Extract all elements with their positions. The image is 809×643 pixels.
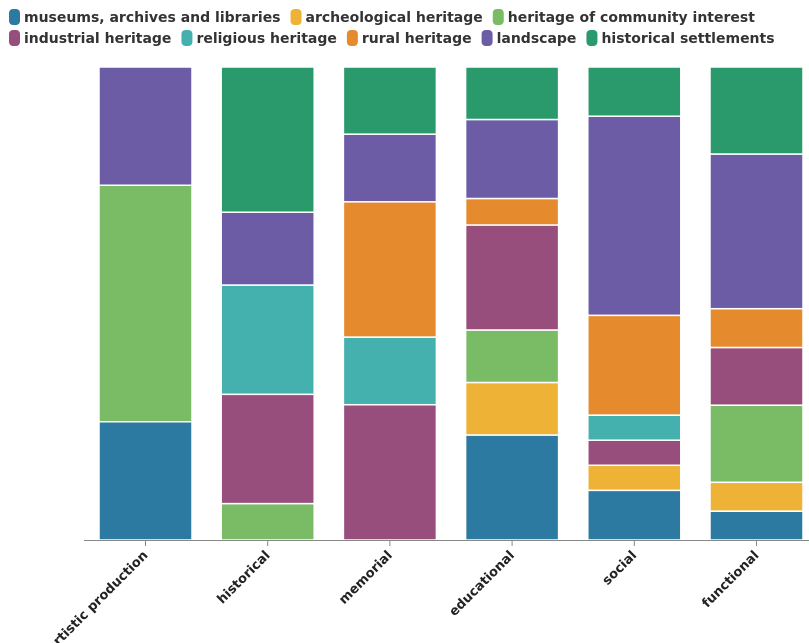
legend-item-landscape: landscape: [481, 30, 577, 47]
segment-memorial-religious-heritage: [342, 336, 438, 406]
legend-label: historical settlements: [601, 31, 774, 47]
segment-social-rural-heritage: [587, 314, 682, 416]
bar-memorial: [342, 66, 438, 541]
legend-swatch: [9, 9, 20, 25]
bars-area: [98, 66, 804, 541]
segment-social-religious-heritage: [587, 414, 682, 441]
segment-educational-archeological-heritage: [464, 381, 560, 436]
segment-historical-historical-settlements: [220, 66, 315, 213]
segment-functional-heritage-of-community-interest: [709, 404, 804, 484]
legend-label: industrial heritage: [24, 31, 171, 47]
x-tick-label-social: social: [600, 548, 640, 588]
segment-historical-industrial-heritage: [220, 393, 315, 505]
legend: museums, archives and libraries archeolog…: [9, 9, 775, 47]
segment-educational-industrial-heritage: [464, 224, 560, 331]
segment-educational-landscape: [464, 118, 560, 200]
x-tick-label-functional: functional: [699, 548, 762, 611]
segment-memorial-industrial-heritage: [342, 403, 438, 541]
legend-item-rural-heritage: rural heritage: [346, 30, 472, 47]
segment-functional-landscape: [709, 153, 804, 310]
segment-educational-rural-heritage: [464, 197, 560, 226]
legend-swatch: [290, 9, 302, 25]
x-tick-label-memorial: memorial: [336, 548, 395, 607]
segment-educational-historical-settlements: [464, 66, 560, 121]
legend-swatch: [492, 9, 504, 25]
legend-label: religious heritage: [196, 31, 336, 47]
legend-item-historical-settlements: historical settlements: [586, 30, 775, 47]
legend-label: landscape: [497, 31, 577, 47]
segment-social-industrial-heritage: [587, 439, 682, 467]
segment-functional-rural-heritage: [709, 307, 804, 349]
x-tick-label-educational: educational: [447, 548, 518, 619]
segment-artistic-production-museums-archives-and-libraries: [98, 421, 193, 541]
segment-artistic-production-heritage-of-community-interest: [98, 184, 193, 423]
segment-functional-museums-archives-and-libraries: [709, 510, 804, 541]
legend-item-heritage-of-community-interest: heritage of community interest: [492, 9, 755, 26]
legend-swatch: [586, 30, 598, 46]
segment-educational-museums-archives-and-libraries: [464, 434, 560, 541]
x-tick-label-historical: historical: [215, 548, 274, 607]
segment-social-historical-settlements: [587, 66, 682, 117]
segment-artistic-production-landscape: [98, 66, 193, 186]
legend-swatch: [181, 30, 193, 46]
legend-swatch: [481, 30, 493, 46]
segment-historical-landscape: [220, 211, 315, 286]
segment-memorial-historical-settlements: [342, 66, 438, 135]
legend-swatch: [346, 30, 358, 46]
legend-swatch: [9, 30, 20, 46]
segment-memorial-landscape: [342, 133, 438, 203]
segment-historical-heritage-of-community-interest: [220, 502, 315, 541]
legend-label: heritage of community interest: [508, 10, 755, 26]
bar-functional: [709, 66, 804, 541]
bar-historical: [220, 66, 315, 541]
segment-social-museums-archives-and-libraries: [587, 489, 682, 541]
legend-label: rural heritage: [362, 31, 472, 47]
legend-item-museums-archives-and-libraries: museums, archives and libraries: [9, 9, 281, 26]
segment-educational-heritage-of-community-interest: [464, 329, 560, 384]
legend-label: archeological heritage: [306, 10, 483, 26]
segment-social-archeological-heritage: [587, 464, 682, 492]
segment-functional-historical-settlements: [709, 66, 804, 155]
bar-artistic-production: [98, 66, 193, 541]
legend-item-archeological-heritage: archeological heritage: [290, 9, 483, 26]
legend-label: museums, archives and libraries: [24, 10, 281, 26]
legend-item-religious-heritage: religious heritage: [181, 30, 337, 47]
x-tick-label-artistic-production: artistic production: [44, 548, 151, 643]
segment-memorial-rural-heritage: [342, 201, 438, 338]
legend-item-industrial-heritage: industrial heritage: [9, 30, 171, 47]
segment-social-landscape: [587, 115, 682, 317]
segment-functional-industrial-heritage: [709, 346, 804, 406]
segment-historical-religious-heritage: [220, 284, 315, 396]
x-axis: artistic production historical memorial edu…: [44, 540, 809, 643]
bar-educational: [464, 66, 560, 541]
bar-social: [587, 66, 682, 541]
segment-functional-archeological-heritage: [709, 481, 804, 512]
